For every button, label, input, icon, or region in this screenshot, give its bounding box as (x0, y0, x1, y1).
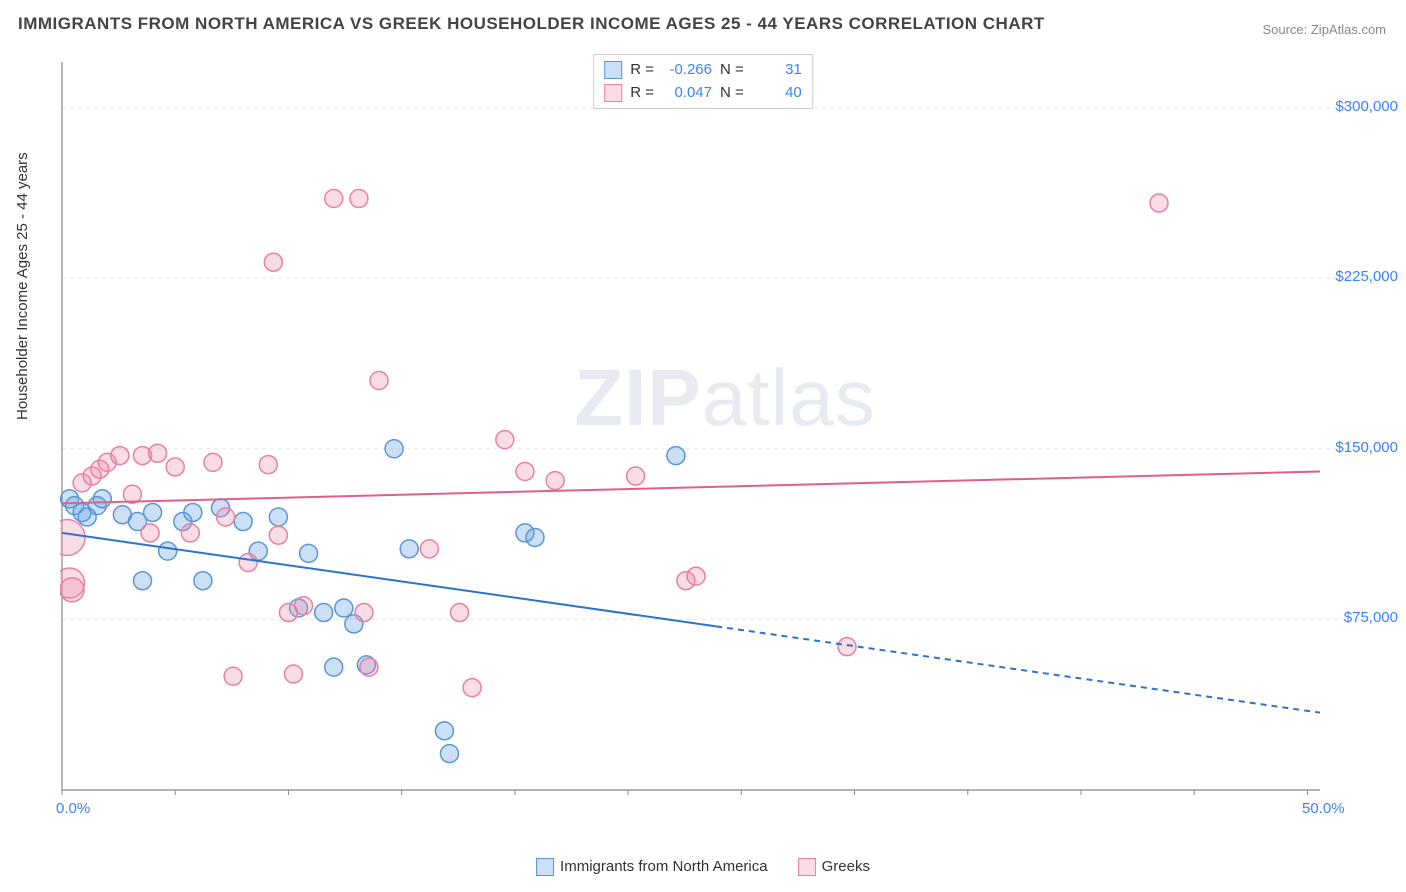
y-tick-label: $75,000 (1344, 609, 1398, 626)
r-value: -0.266 (662, 59, 712, 82)
chart-title: IMMIGRANTS FROM NORTH AMERICA VS GREEK H… (18, 14, 1045, 34)
legend-swatch (604, 61, 622, 79)
x-tick-label: 0.0% (56, 800, 90, 817)
stats-row: R =-0.266N =31 (604, 59, 802, 82)
legend-swatch (604, 84, 622, 102)
n-value: 31 (752, 59, 802, 82)
y-tick-label: $225,000 (1335, 268, 1398, 285)
plot-area: ZIPatlas (60, 52, 1390, 820)
source-label: Source: ZipAtlas.com (1262, 22, 1386, 37)
legend-label: Greeks (822, 858, 870, 875)
y-tick-label: $150,000 (1335, 439, 1398, 456)
legend-swatch (536, 858, 554, 876)
legend-item: Immigrants from North America (536, 858, 768, 876)
legend-item: Greeks (798, 858, 870, 876)
stats-legend-box: R =-0.266N =31R =0.047N =40 (593, 54, 813, 109)
bottom-legend: Immigrants from North America Greeks (536, 858, 870, 876)
y-tick-label: $300,000 (1335, 98, 1398, 115)
y-axis-label: Householder Income Ages 25 - 44 years (14, 152, 31, 420)
n-value: 40 (752, 82, 802, 105)
legend-swatch (798, 858, 816, 876)
r-value: 0.047 (662, 82, 712, 105)
stats-row: R =0.047N =40 (604, 82, 802, 105)
legend-label: Immigrants from North America (560, 858, 768, 875)
x-tick-label: 50.0% (1302, 800, 1345, 817)
